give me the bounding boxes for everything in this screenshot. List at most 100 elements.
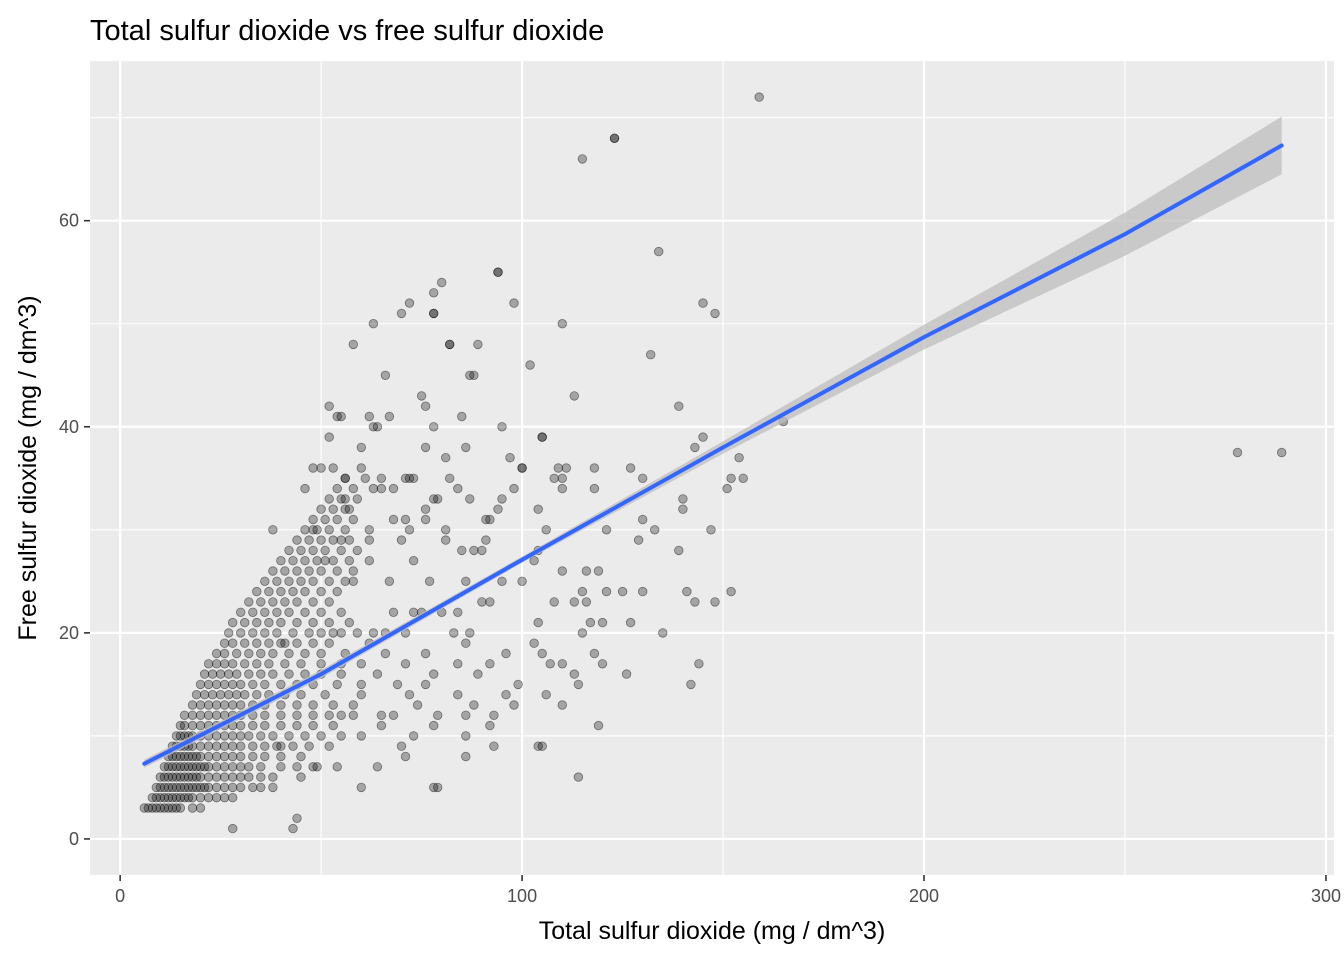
data-point	[256, 597, 266, 607]
data-point	[324, 617, 334, 628]
data-point	[191, 772, 202, 782]
data-point	[264, 659, 274, 669]
data-point	[481, 514, 491, 525]
data-point	[235, 628, 246, 638]
data-point	[260, 679, 270, 690]
data-point	[384, 411, 395, 422]
y-tick-label: 40	[59, 417, 79, 437]
data-point	[260, 751, 270, 762]
data-point	[171, 731, 182, 741]
data-point	[485, 514, 495, 525]
data-point	[400, 514, 411, 525]
data-point	[420, 442, 431, 453]
data-point	[481, 535, 491, 545]
data-point	[316, 607, 326, 618]
data-point	[276, 741, 286, 751]
data-point	[461, 751, 471, 762]
data-point	[139, 803, 150, 813]
data-point	[509, 298, 519, 308]
data-point	[167, 803, 178, 813]
y-axis-title: Free sulfur dioxide (mg / dm^3)	[14, 295, 42, 640]
data-point	[256, 731, 266, 741]
data-point	[340, 525, 350, 535]
data-point	[384, 576, 395, 587]
data-point	[553, 463, 564, 473]
data-point	[658, 628, 668, 638]
y-tick-label: 0	[69, 829, 79, 849]
data-point	[203, 659, 214, 669]
data-point	[356, 442, 367, 453]
data-point	[195, 679, 206, 690]
data-point	[276, 638, 286, 648]
data-point	[372, 422, 383, 432]
data-point	[175, 793, 186, 803]
data-point	[557, 659, 568, 669]
data-point	[344, 556, 355, 566]
data-point	[211, 731, 222, 741]
data-point	[597, 617, 608, 628]
data-point	[473, 669, 483, 679]
data-point	[235, 679, 246, 690]
data-point	[227, 731, 238, 741]
data-point	[638, 514, 648, 525]
data-point	[344, 535, 355, 545]
data-point	[569, 391, 580, 401]
data-point	[360, 473, 371, 484]
x-tick-label: 300	[1311, 886, 1341, 906]
data-point	[561, 463, 572, 473]
data-point	[348, 576, 359, 587]
data-point	[408, 473, 419, 484]
data-point	[195, 772, 206, 782]
data-point	[163, 762, 174, 772]
data-point	[429, 494, 439, 504]
data-point	[191, 751, 202, 762]
data-point	[159, 803, 170, 813]
data-point	[171, 751, 182, 762]
data-point	[203, 741, 214, 751]
data-point	[336, 731, 346, 741]
data-point	[227, 659, 238, 669]
data-point	[219, 782, 230, 793]
data-point	[296, 659, 306, 669]
data-point	[151, 782, 162, 793]
data-point	[525, 360, 535, 370]
data-point	[203, 793, 214, 803]
data-point	[219, 772, 230, 782]
data-point	[541, 690, 551, 700]
data-point	[364, 535, 375, 545]
data-point	[597, 659, 608, 669]
data-point	[159, 793, 170, 803]
data-point	[280, 566, 290, 576]
data-point	[239, 638, 250, 648]
data-point	[380, 648, 391, 659]
data-point	[674, 545, 684, 556]
data-point	[493, 267, 503, 277]
data-point	[545, 659, 555, 669]
data-point	[159, 782, 170, 793]
data-point	[256, 772, 266, 782]
data-point	[304, 628, 314, 638]
data-point	[320, 556, 330, 566]
data-point	[332, 586, 342, 597]
data-point	[400, 659, 411, 669]
data-point	[477, 597, 487, 607]
data-point	[441, 453, 451, 463]
data-point	[316, 504, 326, 514]
data-point	[268, 772, 278, 782]
data-point	[300, 648, 310, 659]
data-point	[617, 586, 628, 597]
data-point	[429, 308, 439, 319]
data-point	[211, 793, 222, 803]
data-point	[416, 391, 427, 401]
data-point	[396, 535, 407, 545]
data-point	[231, 690, 242, 700]
data-point	[187, 772, 198, 782]
data-point	[252, 586, 262, 597]
data-point	[211, 659, 222, 669]
data-point	[368, 628, 379, 638]
data-point	[493, 267, 503, 277]
data-point	[235, 762, 246, 772]
data-point	[348, 566, 359, 576]
data-point	[593, 566, 604, 576]
data-point	[268, 597, 278, 607]
